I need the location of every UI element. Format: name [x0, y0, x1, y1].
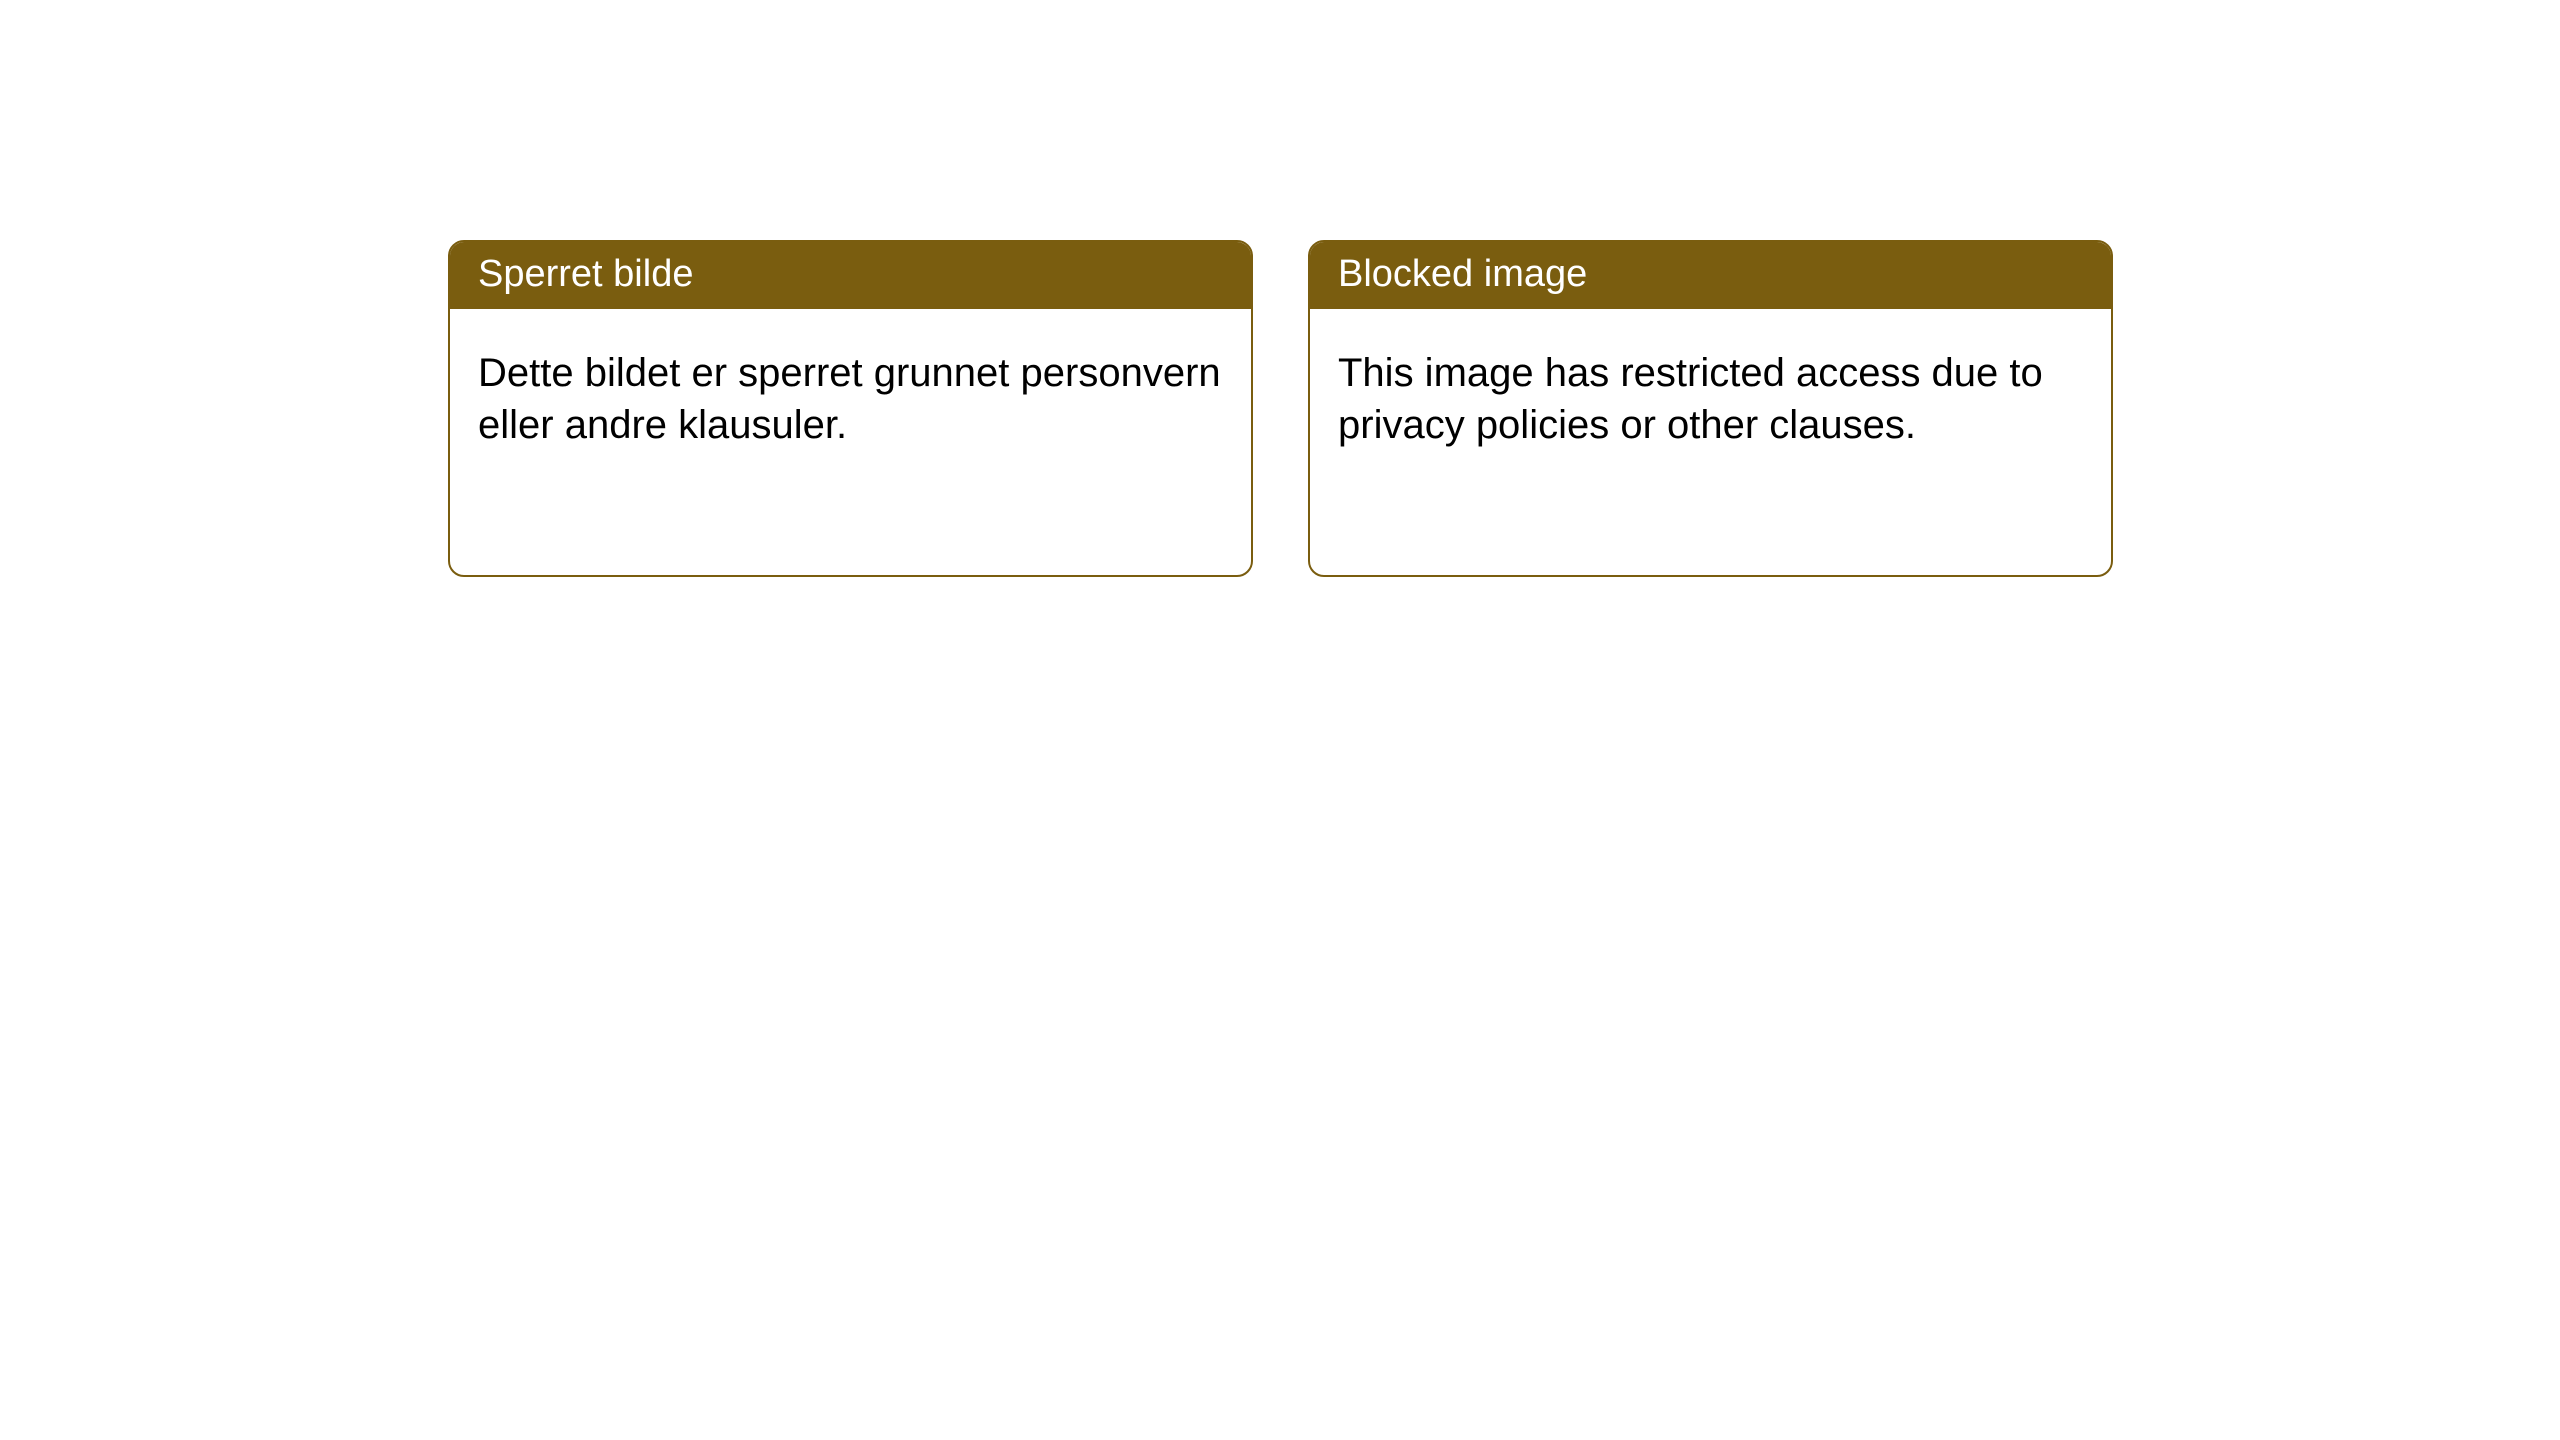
notice-header: Blocked image: [1310, 242, 2111, 309]
notice-header: Sperret bilde: [450, 242, 1251, 309]
notice-container: Sperret bilde Dette bildet er sperret gr…: [0, 0, 2560, 577]
notice-body: Dette bildet er sperret grunnet personve…: [450, 309, 1251, 489]
notice-card-norwegian: Sperret bilde Dette bildet er sperret gr…: [448, 240, 1253, 577]
notice-body: This image has restricted access due to …: [1310, 309, 2111, 489]
notice-card-english: Blocked image This image has restricted …: [1308, 240, 2113, 577]
